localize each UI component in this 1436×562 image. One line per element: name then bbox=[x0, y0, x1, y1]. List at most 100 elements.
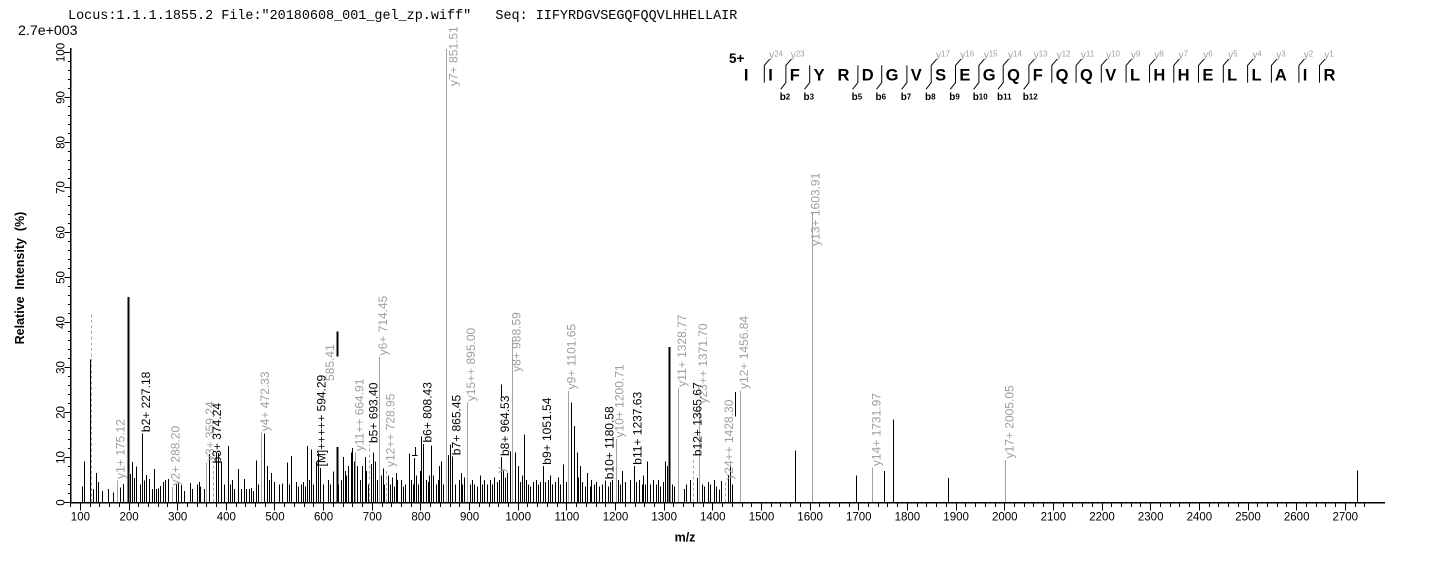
svg-text:1500: 1500 bbox=[749, 512, 775, 524]
svg-text:Y: Y bbox=[814, 67, 825, 85]
svg-text:H: H bbox=[1153, 67, 1165, 85]
svg-text:585.41: 585.41 bbox=[323, 344, 337, 381]
svg-text:L: L bbox=[1227, 67, 1237, 85]
svg-text:y1: y1 bbox=[1324, 50, 1334, 62]
svg-text:40: 40 bbox=[56, 316, 68, 329]
svg-text:2000: 2000 bbox=[992, 512, 1018, 524]
svg-text:R: R bbox=[837, 67, 849, 85]
svg-text:H: H bbox=[1178, 67, 1190, 85]
svg-text:R: R bbox=[1323, 67, 1335, 85]
svg-text:y11+ 1328.77: y11+ 1328.77 bbox=[675, 314, 689, 387]
svg-text:70: 70 bbox=[56, 181, 68, 194]
svg-text:300: 300 bbox=[168, 512, 187, 524]
svg-text:I: I bbox=[768, 67, 773, 85]
svg-text:100: 100 bbox=[71, 512, 90, 524]
svg-text:F: F bbox=[1033, 67, 1043, 85]
svg-text:b2+ 227.18: b2+ 227.18 bbox=[139, 371, 153, 432]
svg-text:1300: 1300 bbox=[651, 512, 677, 524]
svg-text:600: 600 bbox=[314, 512, 333, 524]
svg-text:Q: Q bbox=[1056, 67, 1069, 85]
svg-text:F: F bbox=[790, 67, 800, 85]
svg-text:y3+ 359.24: y3+ 359.24 bbox=[203, 401, 217, 461]
svg-text:b3+ 374.24: b3+ 374.24 bbox=[210, 403, 224, 464]
svg-text:y17+ 2005.05: y17+ 2005.05 bbox=[1002, 385, 1016, 458]
svg-text:E: E bbox=[1202, 67, 1213, 85]
svg-text:100: 100 bbox=[56, 43, 68, 62]
svg-text:20: 20 bbox=[56, 406, 68, 419]
svg-text:V: V bbox=[1105, 67, 1116, 85]
svg-text:y23++ 1371.70: y23++ 1371.70 bbox=[696, 323, 710, 403]
svg-text:200: 200 bbox=[120, 512, 139, 524]
svg-text:y1+ 175.12: y1+ 175.12 bbox=[114, 419, 128, 479]
svg-text:1400: 1400 bbox=[700, 512, 726, 524]
svg-text:y15++ 895.00: y15++ 895.00 bbox=[464, 327, 478, 401]
svg-text:y12+ 1456.84: y12+ 1456.84 bbox=[737, 316, 751, 389]
svg-text:y24++ 1428.30: y24++ 1428.30 bbox=[722, 399, 736, 479]
svg-text:b12+ 1365.67: b12+ 1365.67 bbox=[690, 382, 704, 456]
svg-text:1000: 1000 bbox=[505, 512, 531, 524]
svg-text:900: 900 bbox=[460, 512, 479, 524]
svg-text:S: S bbox=[935, 67, 946, 85]
svg-text:b10: b10 bbox=[973, 92, 989, 103]
svg-text:500: 500 bbox=[265, 512, 284, 524]
svg-text:b12: b12 bbox=[1023, 92, 1039, 103]
svg-text:b6+ 808.43: b6+ 808.43 bbox=[420, 382, 434, 443]
svg-text:y: y bbox=[494, 467, 508, 473]
svg-text:[M]+++++ 594.29: [M]+++++ 594.29 bbox=[315, 374, 329, 466]
svg-text:y14+ 1731.97: y14+ 1731.97 bbox=[870, 393, 884, 466]
svg-text:b6: b6 bbox=[876, 92, 887, 103]
svg-text:y14: y14 bbox=[1008, 50, 1022, 62]
svg-text:m/z: m/z bbox=[675, 531, 696, 545]
svg-text:I: I bbox=[744, 67, 749, 85]
svg-text:30: 30 bbox=[56, 361, 68, 374]
svg-text:b9: b9 bbox=[949, 92, 960, 103]
svg-text:I: I bbox=[1303, 67, 1308, 85]
svg-text:400: 400 bbox=[217, 512, 236, 524]
svg-text:y24: y24 bbox=[769, 50, 783, 62]
svg-text:b3: b3 bbox=[804, 92, 815, 103]
svg-text:2600: 2600 bbox=[1284, 512, 1310, 524]
svg-text:2100: 2100 bbox=[1041, 512, 1067, 524]
svg-text:y9+ 1101.65: y9+ 1101.65 bbox=[565, 324, 579, 390]
svg-text:0: 0 bbox=[56, 499, 68, 505]
svg-text:b10+ 1180.58: b10+ 1180.58 bbox=[602, 406, 616, 479]
svg-text:800: 800 bbox=[411, 512, 430, 524]
svg-text:y13: y13 bbox=[1034, 50, 1048, 62]
svg-text:10: 10 bbox=[56, 451, 68, 464]
svg-text:E: E bbox=[959, 67, 970, 85]
svg-text:y4: y4 bbox=[1252, 50, 1262, 62]
svg-text:V: V bbox=[911, 67, 922, 85]
svg-text:y7+ 851.51: y7+ 851.51 bbox=[447, 26, 461, 86]
svg-text:y17: y17 bbox=[936, 50, 950, 62]
svg-text:y2: y2 bbox=[1304, 50, 1314, 62]
svg-text:D: D bbox=[862, 67, 874, 85]
svg-text:1700: 1700 bbox=[846, 512, 872, 524]
svg-text:b8: b8 bbox=[925, 92, 936, 103]
svg-text:b2: b2 bbox=[780, 92, 791, 103]
svg-text:y16: y16 bbox=[960, 50, 974, 62]
svg-text:y4+ 472.33: y4+ 472.33 bbox=[258, 371, 272, 431]
svg-text:2200: 2200 bbox=[1089, 512, 1115, 524]
svg-text:y12++ 728.95: y12++ 728.95 bbox=[383, 393, 397, 467]
svg-text:b5+ 693.40: b5+ 693.40 bbox=[367, 382, 381, 443]
svg-text:2400: 2400 bbox=[1187, 512, 1213, 524]
svg-text:y23: y23 bbox=[791, 50, 805, 62]
svg-text:Q: Q bbox=[1080, 67, 1093, 85]
svg-text:2700: 2700 bbox=[1333, 512, 1359, 524]
svg-text:y5: y5 bbox=[1228, 50, 1238, 62]
svg-text:b11+ 1237.63: b11+ 1237.63 bbox=[631, 392, 645, 465]
svg-text:5+: 5+ bbox=[729, 51, 745, 66]
svg-text:L: L bbox=[1251, 67, 1261, 85]
svg-text:A: A bbox=[1275, 67, 1287, 85]
svg-text:L: L bbox=[1130, 67, 1140, 85]
svg-text:y3: y3 bbox=[1276, 50, 1286, 62]
svg-text:y15: y15 bbox=[984, 50, 998, 62]
svg-text:90: 90 bbox=[56, 91, 68, 104]
svg-text:b11: b11 bbox=[997, 92, 1012, 103]
svg-text:G: G bbox=[886, 67, 899, 85]
svg-text:y11++ 664.91: y11++ 664.91 bbox=[353, 378, 367, 451]
svg-text:b7: b7 bbox=[901, 92, 912, 103]
svg-text:Q: Q bbox=[1007, 67, 1020, 85]
svg-text:b5: b5 bbox=[852, 92, 863, 103]
svg-text:G: G bbox=[983, 67, 996, 85]
